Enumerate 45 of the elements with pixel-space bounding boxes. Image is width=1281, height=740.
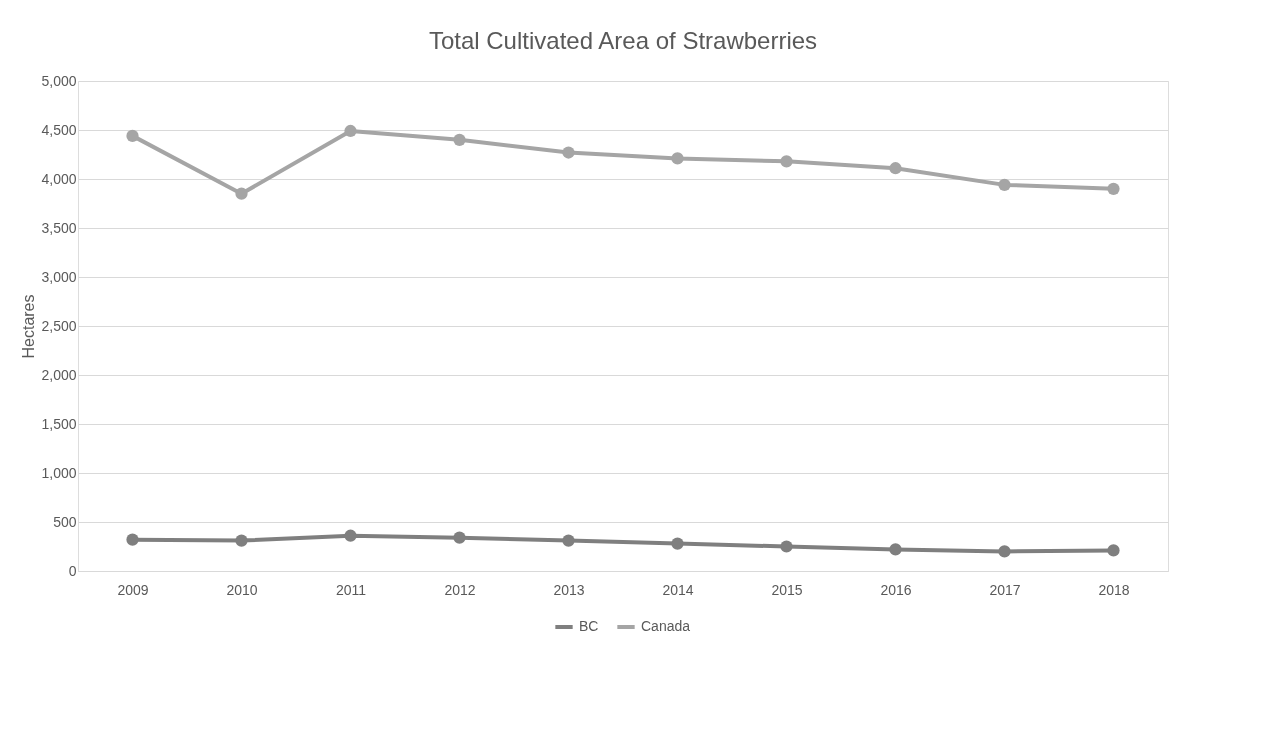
x-tick-label: 2013 [553, 581, 585, 598]
x-tick-label: 2010 [226, 581, 258, 598]
point [780, 540, 793, 553]
x-tick-label: 2014 [662, 581, 694, 598]
legend-label: Canada [641, 618, 691, 634]
point [126, 533, 139, 546]
y-tick-label: 500 [53, 513, 77, 530]
point [998, 545, 1011, 558]
x-tick-label: 2011 [335, 581, 367, 598]
x-tick-label: 2016 [880, 581, 912, 598]
chart-title: Total Cultivated Area of Strawberries [428, 27, 818, 54]
point [344, 124, 357, 138]
point [562, 534, 575, 547]
point [235, 534, 248, 547]
point [235, 187, 248, 200]
point [889, 162, 902, 175]
x-tick-label: 2009 [117, 581, 149, 598]
x-tick-label: 2015 [771, 581, 803, 598]
y-tick-label: 3,000 [41, 268, 77, 285]
y-tick-label: 1,000 [41, 464, 77, 481]
point [889, 543, 902, 556]
y-tick-label: 4,000 [41, 170, 77, 187]
y-tick-label: 3,500 [41, 219, 77, 236]
point [1107, 544, 1120, 557]
x-tick-label: 2018 [1098, 581, 1130, 598]
y-tick-label: 2,000 [41, 366, 77, 383]
point [126, 129, 139, 142]
point [998, 178, 1011, 191]
point [453, 133, 466, 146]
x-tick-label: 2017 [989, 581, 1021, 598]
point [1107, 182, 1120, 195]
point [453, 531, 466, 544]
legend-label: BC [579, 618, 599, 634]
point [344, 529, 357, 542]
y-tick-label: 0 [68, 562, 77, 579]
y-tick-label: 5,000 [41, 72, 77, 89]
y-axis-title: Hectares [20, 294, 38, 359]
y-tick-label: 4,500 [41, 121, 77, 138]
y-tick-label: 1,500 [41, 415, 77, 432]
y-tick-label: 2,500 [41, 317, 77, 334]
x-tick-label: 2012 [444, 581, 476, 598]
point [671, 537, 684, 550]
point [780, 155, 793, 168]
point [671, 152, 684, 165]
point [562, 146, 575, 159]
